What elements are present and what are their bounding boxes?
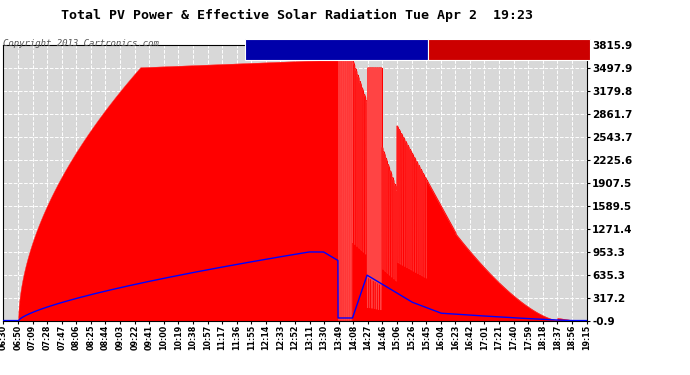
Text: Radiation (Effective W/m2): Radiation (Effective W/m2): [248, 45, 388, 54]
Text: Total PV Power & Effective Solar Radiation Tue Apr 2  19:23: Total PV Power & Effective Solar Radiati…: [61, 9, 533, 22]
Text: Copyright 2013 Cartronics.com: Copyright 2013 Cartronics.com: [3, 39, 159, 48]
Text: PV Panels (DC Watts): PV Panels (DC Watts): [431, 45, 538, 54]
